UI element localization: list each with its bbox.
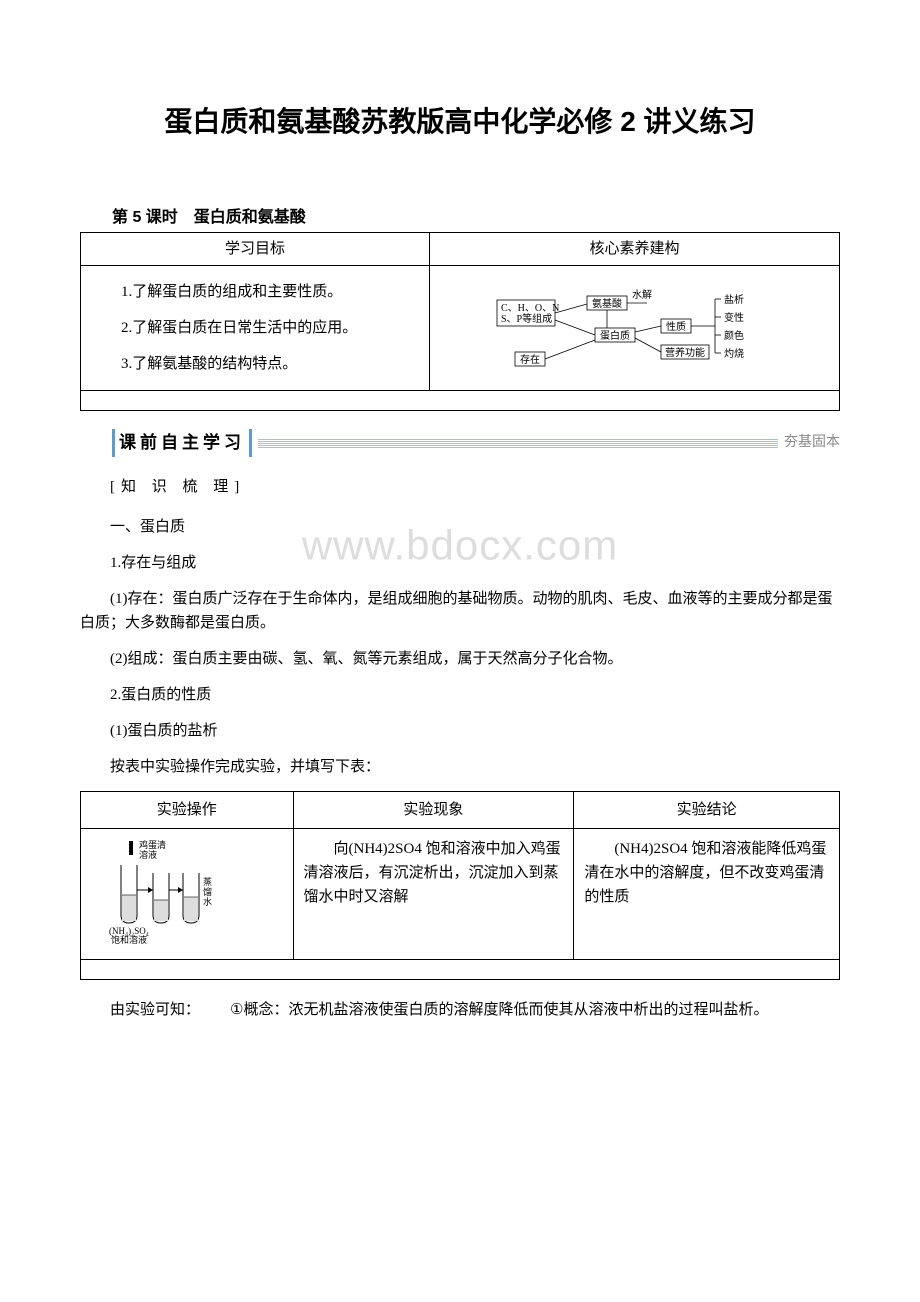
exp-egg-l2: 溶液: [139, 849, 157, 860]
exp-salt-l2: 饱和溶液: [111, 934, 147, 945]
diagram-comp-l2: S、P等组成: [501, 312, 552, 325]
goals-table: 学习目标 核心素养建构 1.了解蛋白质的组成和主要性质。 2.了解蛋白质在日常生…: [80, 232, 840, 411]
goal-1: 1.了解蛋白质的组成和主要性质。: [91, 280, 419, 304]
exp-h2: 实验现象: [293, 791, 574, 828]
diagram-list-2: 颜色: [724, 329, 744, 342]
diagram-list-3: 灼烧: [724, 347, 744, 360]
section1-sub2: 2.蛋白质的性质: [80, 683, 840, 707]
goal-3: 3.了解氨基酸的结构特点。: [91, 352, 419, 376]
lesson-title: 第 5 课时 蛋白质和氨基酸: [80, 205, 840, 231]
goals-header-right: 核心素养建构: [430, 233, 840, 266]
banner-suffix: 夯基固本: [784, 432, 840, 454]
diagram-amino: 氨基酸: [592, 297, 622, 310]
goals-header-left: 学习目标: [81, 233, 430, 266]
concept-cell: C、H、O、N S、P等组成 氨基酸 水解 蛋白质 存在 性质 营养功能: [430, 266, 840, 391]
p5-prefix: 由实验可知：: [110, 1002, 200, 1018]
diagram-protein: 蛋白质: [600, 329, 630, 342]
exp-cell-2: 向(NH4)2SO4 饱和溶液中加入鸡蛋清溶液后，有沉淀析出，沉淀加入到蒸馏水中…: [293, 828, 574, 959]
diagram-hydro: 水解: [632, 288, 652, 301]
diagram-list-1: 变性: [724, 311, 744, 324]
banner-line: [258, 438, 778, 448]
exp-diagram-cell: 鸡蛋清 溶液 蒸 馏 水 (NH₄)₂SO₄ 饱和溶液: [81, 828, 294, 959]
p5-rest: 概念：浓无机盐溶液使蛋白质的溶解度降低而使其从溶液中析出的过程叫盐析。: [243, 1002, 768, 1018]
diagram-nutri: 营养功能: [665, 346, 705, 359]
banner-label: 课前自主学习: [112, 429, 252, 456]
exp-water-l1: 蒸: [203, 876, 212, 887]
diagram-comp-l1: C、H、O、N: [501, 303, 559, 314]
page-title: 蛋白质和氨基酸苏教版高中化学必修 2 讲义练习: [80, 100, 840, 145]
exp-h1: 实验操作: [81, 791, 294, 828]
experiment-diagram: 鸡蛋清 溶液 蒸 馏 水 (NH₄)₂SO₄ 饱和溶液: [91, 835, 241, 945]
exp-egg-l1: 鸡蛋清: [139, 839, 166, 850]
goals-cell: 1.了解蛋白质的组成和主要性质。 2.了解蛋白质在日常生活中的应用。 3.了解氨…: [81, 266, 430, 391]
concept-diagram: C、H、O、N S、P等组成 氨基酸 水解 蛋白质 存在 性质 营养功能: [495, 282, 775, 372]
paragraph-3: (1)蛋白质的盐析: [80, 719, 840, 743]
exp-water-l2: 馏: [203, 886, 212, 897]
paragraph-5: 由实验可知：①概念：浓无机盐溶液使蛋白质的溶解度降低而使其从溶液中析出的过程叫盐…: [80, 998, 840, 1022]
circled-1: ①: [200, 998, 243, 1022]
blank-row: [81, 391, 840, 411]
paragraph-4: 按表中实验操作完成实验，并填写下表：: [80, 755, 840, 779]
subheading: [知 识 梳 理]: [80, 475, 840, 499]
diagram-exist: 存在: [520, 353, 540, 366]
exp-blank-row: [81, 959, 840, 979]
goal-2: 2.了解蛋白质在日常生活中的应用。: [91, 316, 419, 340]
exp-h3: 实验结论: [574, 791, 840, 828]
paragraph-1: (1)存在：蛋白质广泛存在于生命体内，是组成细胞的基础物质。动物的肌肉、毛皮、血…: [80, 587, 840, 635]
section-banner: 课前自主学习 夯基固本: [112, 429, 840, 456]
diagram-list-0: 盐析: [724, 293, 744, 306]
exp-water-l3: 水: [203, 896, 212, 907]
section1-sub1: 1.存在与组成: [80, 551, 840, 575]
section1-heading: 一、蛋白质: [80, 515, 840, 539]
diagram-prop: 性质: [666, 320, 686, 333]
experiment-table: 实验操作 实验现象 实验结论 鸡蛋清 溶液 蒸 馏: [80, 791, 840, 980]
paragraph-2: (2)组成：蛋白质主要由碳、氢、氧、氮等元素组成，属于天然高分子化合物。: [80, 647, 840, 671]
exp-cell-3: (NH4)2SO4 饱和溶液能降低鸡蛋清在水中的溶解度，但不改变鸡蛋清的性质: [574, 828, 840, 959]
